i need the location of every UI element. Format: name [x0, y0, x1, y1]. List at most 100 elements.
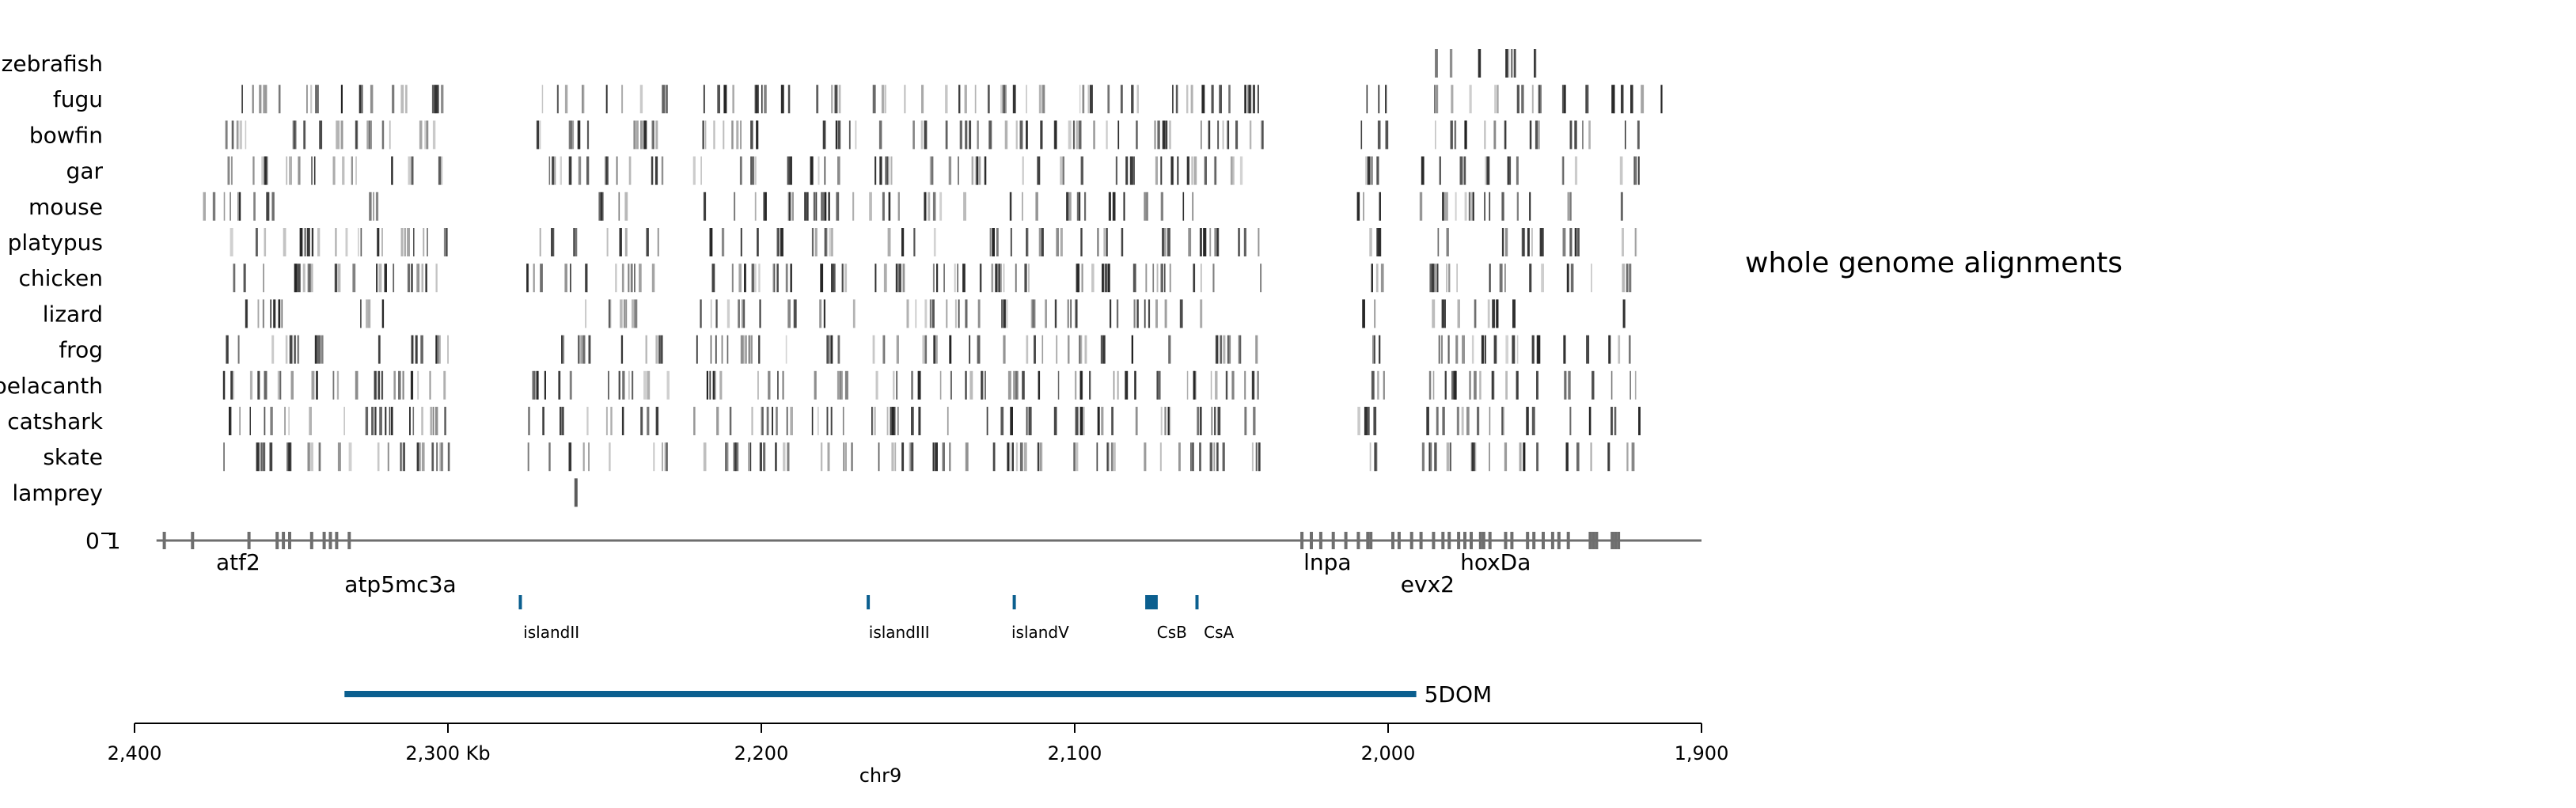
alignment-block [1197, 407, 1200, 435]
alignment-block [407, 228, 410, 256]
alignment-block [259, 85, 262, 114]
alignment-block [560, 407, 562, 435]
alignment-block [438, 156, 442, 185]
alignment-block [318, 442, 321, 472]
alignment-block [991, 264, 994, 293]
alignment-block [1215, 370, 1218, 400]
alignment-block [758, 264, 761, 293]
alignment-block [411, 335, 414, 364]
alignment-block [1160, 264, 1163, 293]
alignment-block [1456, 407, 1459, 435]
alignment-block [369, 192, 372, 221]
species-label-catshark: catshark [7, 408, 104, 434]
alignment-block [1162, 228, 1165, 256]
alignment-block [748, 335, 750, 364]
alignment-block [645, 335, 647, 364]
alignment-block [231, 156, 233, 185]
alignment-block [1538, 85, 1542, 114]
alignment-block [1357, 407, 1360, 435]
alignment-block [1222, 120, 1224, 150]
alignment-block [1160, 407, 1163, 435]
alignment-block [1257, 85, 1259, 114]
alignment-block [407, 264, 410, 293]
alignment-block [1216, 228, 1220, 256]
alignment-block [949, 442, 951, 472]
alignment-block [1536, 442, 1538, 472]
alignment-block [600, 192, 603, 221]
alignment-block [740, 120, 742, 150]
alignment-block [1079, 335, 1083, 364]
alignment-block [435, 335, 438, 364]
alignment-block [1569, 120, 1573, 150]
alignment-block [811, 228, 814, 256]
alignment-block [1106, 228, 1108, 256]
gene-exon [1391, 532, 1394, 549]
alignment-block [1097, 407, 1100, 435]
alignment-block [568, 156, 572, 185]
alignment-block [722, 228, 725, 256]
alignment-block [1083, 407, 1085, 435]
gene-exon [1510, 532, 1514, 549]
alignment-block [1010, 407, 1013, 435]
alignment-block [1070, 299, 1072, 328]
alignment-block [1531, 407, 1535, 435]
alignment-block [561, 335, 563, 364]
alignment-block [1103, 228, 1106, 256]
alignment-block [1106, 120, 1108, 150]
alignment-block [435, 264, 438, 293]
alignment-block [447, 335, 449, 364]
alignment-block [666, 442, 668, 472]
alignment-block [992, 228, 995, 256]
alignment-block [1512, 335, 1516, 364]
alignment-block [1637, 156, 1640, 185]
alignment-block [1512, 299, 1516, 328]
alignment-block [888, 192, 891, 221]
alignment-block [605, 407, 608, 435]
alignment-block [337, 442, 341, 472]
alignment-block [1621, 85, 1624, 114]
alignment-block [1542, 228, 1544, 256]
alignment-block [965, 120, 968, 150]
alignment-block [1504, 120, 1506, 150]
alignment-block [1188, 228, 1192, 256]
alignment-block [824, 192, 827, 221]
alignment-block [814, 370, 817, 400]
alignment-block [1075, 370, 1077, 400]
alignment-block [921, 85, 924, 114]
alignment-block [1377, 370, 1379, 400]
alignment-row-fugu [241, 85, 1663, 114]
alignment-block [1102, 264, 1104, 293]
alignment-block [837, 335, 840, 364]
alignment-block [945, 120, 948, 150]
alignment-block [871, 407, 873, 435]
gene-exon [191, 532, 195, 549]
alignment-block [578, 335, 580, 364]
alignment-block [1155, 299, 1158, 328]
alignment-block [1536, 370, 1538, 400]
alignment-block [289, 442, 292, 472]
alignment-block [1511, 49, 1513, 78]
alignment-block [581, 85, 584, 114]
alignment-block [1494, 85, 1496, 114]
island-label-islandv: islandV [1011, 623, 1069, 642]
alignment-block [1489, 442, 1490, 472]
alignment-block [421, 264, 424, 293]
alignment-block [844, 442, 847, 472]
gene-exon [1463, 532, 1466, 549]
island-label-islandiii: islandIII [869, 623, 930, 642]
alignment-block [733, 442, 737, 472]
alignment-block [1364, 407, 1368, 435]
alignment-block [1175, 85, 1178, 114]
alignment-block [1499, 264, 1503, 293]
alignment-block [666, 370, 670, 400]
alignment-block [969, 370, 973, 400]
alignment-block [1159, 442, 1162, 472]
alignment-block [444, 407, 446, 435]
alignment-block [1179, 299, 1183, 328]
alignment-block [588, 442, 590, 472]
alignment-block [821, 192, 824, 221]
alignment-block [917, 370, 921, 400]
alignment-block [264, 85, 267, 114]
alignment-block [1156, 264, 1159, 293]
